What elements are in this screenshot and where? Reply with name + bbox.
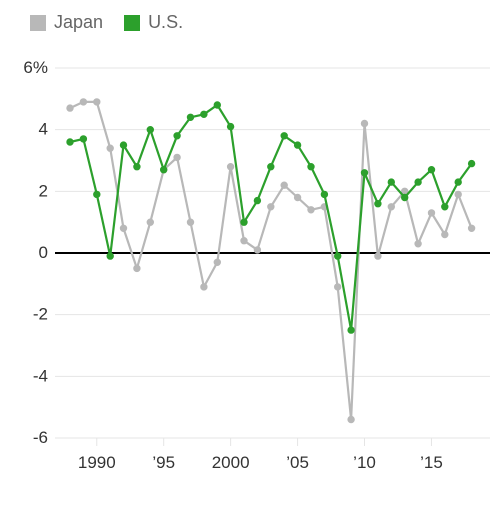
y-tick-label: -6 — [33, 428, 48, 447]
series-point — [120, 225, 126, 231]
series-point — [455, 191, 461, 197]
series-point — [67, 139, 73, 145]
series-point — [375, 253, 381, 259]
y-tick-label: 0 — [39, 243, 48, 262]
y-tick-label: 6% — [23, 58, 48, 77]
x-tick-label: 1990 — [78, 453, 116, 472]
series-point — [468, 160, 474, 166]
series-point — [294, 142, 300, 148]
series-point — [415, 179, 421, 185]
y-tick-label: 2 — [39, 181, 48, 200]
y-tick-label: -2 — [33, 305, 48, 324]
legend-item-us: U.S. — [124, 12, 183, 33]
series-point — [187, 114, 193, 120]
legend-swatch-japan — [30, 15, 46, 31]
series-point — [241, 238, 247, 244]
series-point — [308, 164, 314, 170]
series-point — [241, 219, 247, 225]
series-point — [428, 167, 434, 173]
line-chart: 6% 4 2 0 -2 -4 -6 1990 ’95 2000 ’05 ’10 ’15 — [0, 48, 500, 509]
series-point — [94, 99, 100, 105]
series-point — [67, 105, 73, 111]
series-point — [254, 247, 260, 253]
series-point — [161, 167, 167, 173]
series-point — [402, 194, 408, 200]
x-axis: 1990 ’95 2000 ’05 ’10 ’15 — [78, 453, 443, 472]
series-point — [107, 253, 113, 259]
series-point — [227, 164, 233, 170]
series-point — [468, 225, 474, 231]
series-point — [442, 204, 448, 210]
series-point — [174, 133, 180, 139]
series-point — [268, 164, 274, 170]
series-point — [361, 120, 367, 126]
series-point — [335, 253, 341, 259]
series-point — [375, 201, 381, 207]
x-tick-label: ’15 — [420, 453, 443, 472]
series-point — [134, 164, 140, 170]
series-point — [201, 111, 207, 117]
x-tick-label: ’10 — [353, 453, 376, 472]
y-axis: 6% 4 2 0 -2 -4 -6 — [23, 58, 48, 447]
series-point — [214, 102, 220, 108]
legend-item-japan: Japan — [30, 12, 103, 33]
series-point — [147, 127, 153, 133]
legend: Japan U.S. — [30, 12, 199, 36]
series-point — [120, 142, 126, 148]
legend-label-us: U.S. — [148, 12, 183, 33]
series — [67, 99, 475, 423]
series-point — [80, 136, 86, 142]
y-tick-label: 4 — [39, 120, 48, 139]
series-point — [294, 194, 300, 200]
series-point — [174, 154, 180, 160]
legend-swatch-us — [124, 15, 140, 31]
series-point — [321, 191, 327, 197]
series-point — [308, 207, 314, 213]
series-point — [147, 219, 153, 225]
gridlines — [55, 68, 490, 446]
series-point — [268, 204, 274, 210]
x-tick-label: ’05 — [286, 453, 309, 472]
series-point — [134, 265, 140, 271]
series-point — [415, 241, 421, 247]
series-point — [281, 133, 287, 139]
series-point — [335, 284, 341, 290]
x-tick-label: 2000 — [212, 453, 250, 472]
series-point — [187, 219, 193, 225]
series-point — [388, 179, 394, 185]
series-point — [107, 145, 113, 151]
series-point — [442, 231, 448, 237]
series-point — [428, 210, 434, 216]
series-point — [201, 284, 207, 290]
series-point — [388, 204, 394, 210]
series-point — [227, 123, 233, 129]
series-point — [348, 416, 354, 422]
series-point — [348, 327, 354, 333]
y-tick-label: -4 — [33, 366, 48, 385]
series-point — [361, 170, 367, 176]
chart-container: { "legend": { "items": [ { "label": "Jap… — [0, 0, 500, 509]
series-point — [281, 182, 287, 188]
series-line-japan — [70, 102, 472, 420]
series-point — [80, 99, 86, 105]
legend-label-japan: Japan — [54, 12, 103, 33]
series-point — [254, 197, 260, 203]
series-point — [455, 179, 461, 185]
x-tick-label: ’95 — [152, 453, 175, 472]
series-point — [94, 191, 100, 197]
series-point — [214, 259, 220, 265]
